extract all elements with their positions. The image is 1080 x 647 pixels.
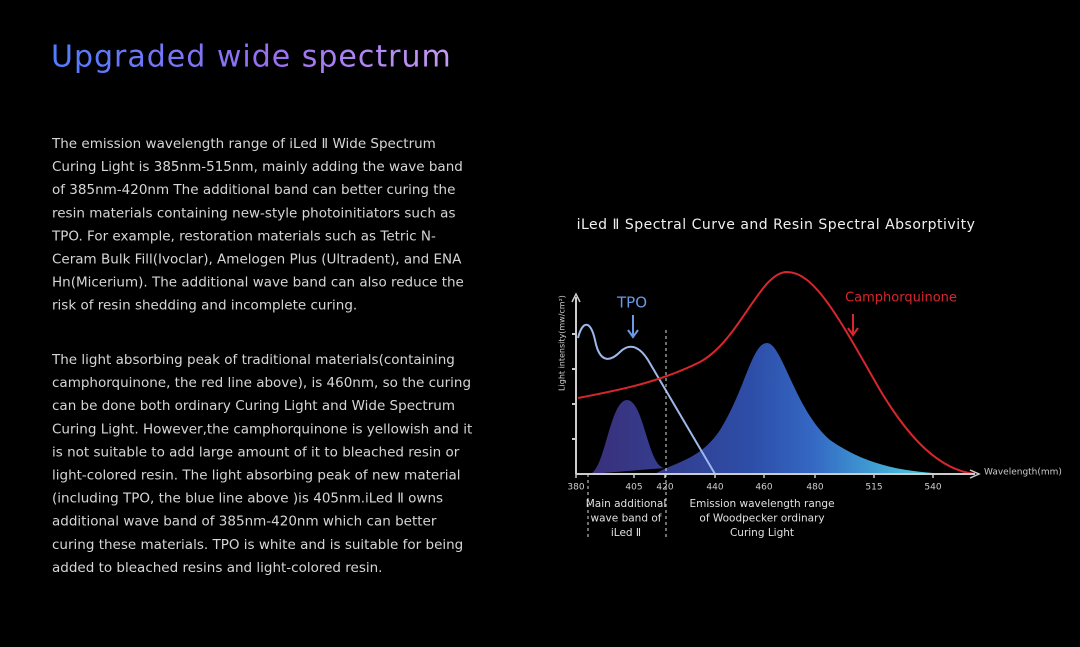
x-label: Wavelength(mm): [984, 468, 1062, 478]
x-tick-label: 515: [865, 483, 882, 493]
annotation: Emission wavelength range: [689, 498, 834, 510]
annotation: Curing Light: [730, 527, 794, 539]
additional-band: [590, 400, 665, 474]
paragraph-line: resin materials containing new-style pho…: [52, 205, 455, 221]
annotation: iLed Ⅱ: [611, 527, 641, 539]
paragraph-line: is not suitable to add large amount of i…: [52, 444, 460, 460]
cq-label: Camphorquinone: [845, 291, 957, 306]
paragraph-line: camphorquinone, the red line above), is …: [52, 375, 471, 391]
x-tick-label: 405: [625, 483, 642, 493]
x-ticks: 380 405 420 440 460 480 515 540: [567, 474, 942, 493]
y-ticks: [572, 333, 576, 440]
body-text: The emission wavelength range of iLed Ⅱ …: [51, 136, 472, 576]
x-arrow: [969, 469, 981, 479]
tpo-label: TPO: [616, 294, 647, 312]
paragraph-line: risk of resin shedding and incomplete cu…: [52, 298, 357, 314]
annotation: of Woodpecker ordinary: [699, 513, 824, 525]
page-title: Upgraded wide spectrum: [51, 40, 452, 75]
paragraph-line: of 385nm-420nm The additional band can b…: [52, 182, 455, 198]
paragraph-line: Ceram Bulk Fill(Ivoclar), Amelogen Plus …: [52, 252, 462, 268]
paragraph-line: added to bleached resins and light-color…: [52, 560, 382, 576]
notes: Main additional wave band of iLed Ⅱ Emissio…: [586, 498, 835, 539]
cq-curve: [577, 270, 976, 475]
x-tick-label: 380: [567, 483, 584, 493]
x-tick-label: 420: [656, 483, 673, 493]
y-label: Light intensity(mw/cm²): [558, 295, 567, 391]
paragraph-line: The light absorbing peak of traditional …: [51, 352, 455, 368]
x-tick-label: 540: [924, 483, 941, 493]
paragraph-line: Hn(Micerium). The additional wave band c…: [52, 275, 464, 291]
x-tick-label: 480: [806, 483, 823, 493]
paragraph-line: can be done both ordinary Curing Light a…: [52, 398, 455, 414]
x-tick-label: 460: [755, 483, 772, 493]
paragraph-line: additional wave band of 385nm-420nm whic…: [52, 514, 437, 530]
paragraph-line: light-colored resin. The light absorbing…: [52, 468, 461, 484]
x-tick-label: 440: [706, 483, 723, 493]
paragraph-line: curing these materials. TPO is white and…: [52, 537, 463, 553]
paragraph-line: Curing Light is 385nm-515nm, mainly addi…: [52, 159, 463, 175]
y-arrow: [571, 292, 581, 303]
paragraph-line: TPO. For example, restoration materials …: [51, 228, 436, 244]
tpo-arrow: [627, 315, 639, 339]
paragraph-line: Curing Light. However,the camphorquinone…: [52, 421, 472, 437]
cq-arrow: [847, 314, 859, 337]
tpo-curve: [577, 323, 716, 475]
annotation: Main additional: [586, 498, 667, 510]
emission-band: [655, 343, 950, 474]
paragraph-line: (including TPO, the blue line above )is …: [52, 491, 443, 507]
diagram-title: iLed Ⅱ Spectral Curve and Resin Spectral…: [577, 217, 976, 233]
annotation: wave band of: [591, 513, 662, 525]
paragraph-line: The emission wavelength range of iLed Ⅱ …: [51, 136, 436, 152]
